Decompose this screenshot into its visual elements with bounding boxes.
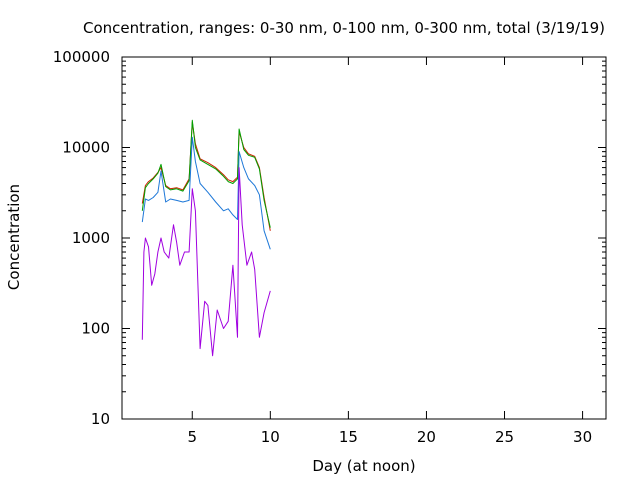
axis-tick-labels: 5 10 15 20 25 30 10 100 1000 10000 100000 xyxy=(53,48,592,446)
x-tick-label: 25 xyxy=(495,428,514,446)
series-line-3 xyxy=(141,136,271,250)
x-tick-label: 15 xyxy=(339,428,358,446)
series-layer xyxy=(141,119,271,357)
plot-frame xyxy=(121,56,607,420)
series-line-2 xyxy=(141,119,271,228)
x-tick-label: 20 xyxy=(417,428,436,446)
y-tick-label: 100 xyxy=(81,320,110,338)
x-tick-label: 10 xyxy=(261,428,280,446)
y-axis-label: Concentration xyxy=(5,184,23,290)
x-axis-label: Day (at noon) xyxy=(312,457,415,475)
y-tick-label: 1000 xyxy=(72,229,110,247)
axis-ticks xyxy=(122,56,606,420)
x-tick-label: 30 xyxy=(573,428,592,446)
y-tick-label: 10 xyxy=(91,410,110,428)
x-tick-label: 5 xyxy=(187,428,197,446)
series-line-4 xyxy=(141,167,271,357)
chart-title: Concentration, ranges: 0-30 nm, 0-100 nm… xyxy=(83,19,605,37)
y-tick-label: 10000 xyxy=(62,139,110,157)
y-tick-label: 100000 xyxy=(53,48,110,66)
